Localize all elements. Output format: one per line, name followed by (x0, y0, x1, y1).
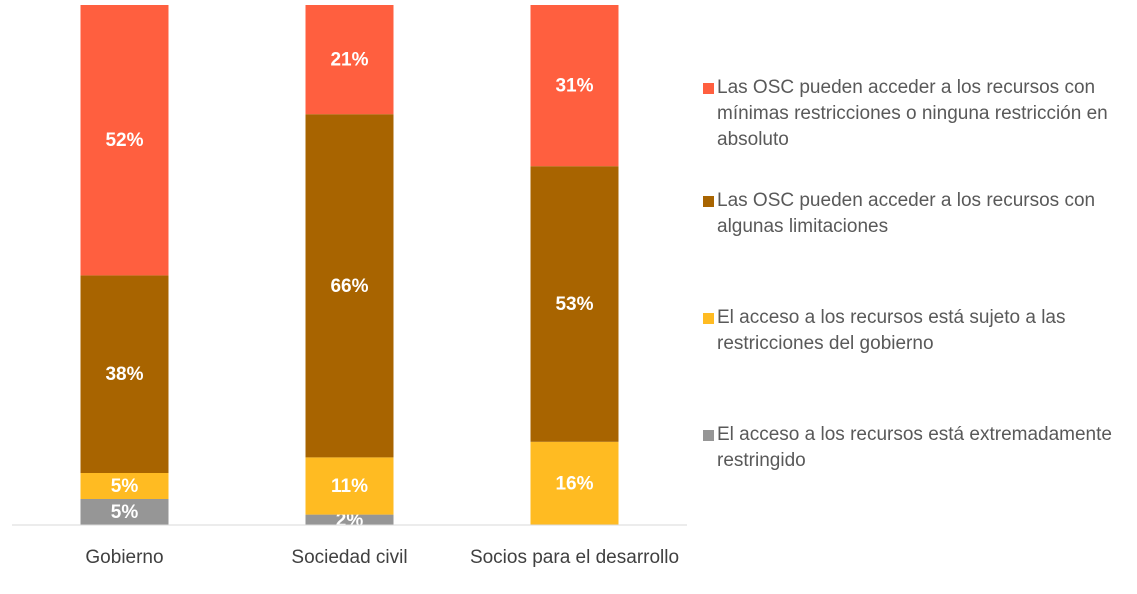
legend-swatch (703, 83, 714, 94)
data-label: 38% (105, 364, 143, 385)
legend-label: Las OSC pueden acceder a los recursos co… (717, 77, 1108, 150)
x-tick-label: Socios para el desarrollo (469, 547, 680, 568)
legend-label: El acceso a los recursos está sujeto a l… (717, 307, 1066, 354)
data-label: 11% (331, 476, 368, 497)
bar-segment (80, 499, 169, 525)
bar-segment (530, 166, 619, 442)
bar-segment (80, 473, 169, 499)
data-label: 21% (330, 50, 368, 71)
bar-segment (530, 5, 619, 167)
legend-swatch (703, 313, 714, 324)
data-label: 2% (336, 510, 364, 531)
x-tick-label: Sociedad civil (291, 547, 408, 568)
legend-item: El acceso a los recursos está extremadam… (703, 422, 1133, 474)
data-label: 52% (105, 130, 143, 151)
legend-item: Las OSC pueden acceder a los recursos co… (703, 188, 1133, 240)
bar-segment (80, 275, 169, 473)
legend-swatch (703, 196, 714, 207)
data-label: 31% (555, 76, 593, 97)
legend-label: El acceso a los recursos está extremadam… (717, 424, 1112, 471)
bar-segment (305, 514, 394, 525)
data-label: 66% (330, 276, 368, 297)
data-label: 5% (111, 476, 139, 497)
bar-segment (305, 5, 394, 115)
bar-segment (305, 457, 394, 515)
legend-item: Las OSC pueden acceder a los recursos co… (703, 75, 1133, 153)
data-label: 53% (555, 294, 593, 315)
legend-label: Las OSC pueden acceder a los recursos co… (717, 190, 1096, 237)
bar-segment (530, 441, 619, 525)
legend-item: El acceso a los recursos está sujeto a l… (703, 305, 1133, 357)
data-label: 5% (111, 502, 139, 523)
bar-segment (80, 5, 169, 276)
legend-swatch (703, 430, 714, 441)
bar-segment (305, 114, 394, 458)
x-tick-label: Gobierno (85, 547, 164, 568)
data-label: 16% (555, 473, 593, 494)
